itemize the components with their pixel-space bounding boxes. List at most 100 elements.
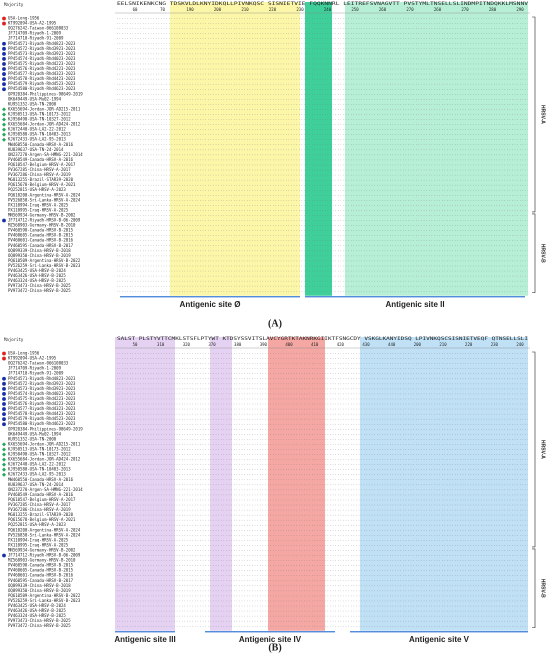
sequence-name: PX110994-Iraq-HRSV-A-2025 [8, 537, 69, 542]
ruler-number: 390 [260, 342, 268, 347]
sequence-name: PQ610200-Argentina-HRSV-A-2024 [8, 527, 81, 532]
sequence-name: PP454571-Riyadh-Rhd4823-2023 [8, 376, 76, 381]
row-marker [2, 462, 6, 467]
sequence-name: PV460598-Canada-HRSV-B-2015 [8, 563, 74, 568]
ruler-number: 410 [311, 342, 319, 347]
sequence-name: PP454576-Riyadh-Rhd4223-2023 [8, 401, 76, 406]
sequence-name: PV973473-China-HRSV-B-2025 [8, 618, 71, 623]
ruler-number: 220 [269, 7, 277, 12]
row-marker [2, 62, 6, 66]
row-marker [2, 132, 6, 137]
sequence-name: PV367286-China-HRSV-A-2019 [8, 172, 71, 177]
row-marker [2, 218, 6, 223]
sequence-name: PV460598-Canada-HRSV-B-2015 [8, 228, 74, 233]
sequence-name: KJ672440-USA-LA2-22-2012 [8, 462, 66, 467]
sequence-name: PV463426-USA-HRSV-B-2025 [8, 608, 66, 613]
sequence-name: PV973472-China-HRSV-B-2025 [8, 288, 71, 293]
group-bracket [532, 16, 536, 213]
sequence-name: PV463425-USA-HRSV-B-2024 [8, 268, 66, 273]
sequence-name: JF714709-Riyadh-1-2009 [8, 366, 62, 371]
row-marker [2, 82, 6, 87]
sequence-name: MN569934-Germany-HRSV-B-2002 [8, 212, 76, 217]
sequence-name: PP454578-Riyadh-Rhd4423-2023 [8, 411, 76, 416]
ruler-number: 420 [337, 342, 345, 347]
majority-sequence: EELSNIKENKCNG TDSKVLDLKNYIDKQLLPIVNKQSC … [117, 1, 529, 6]
sequence-name: KJ950580-USA-TN-10403-2013 [8, 132, 71, 137]
row-marker [2, 51, 6, 56]
ruler-number: 70 [160, 7, 165, 12]
ruler-number: 190 [186, 7, 194, 12]
sequence-name: JF714712-Riyadh-HRSV-B-06-2009 [8, 218, 81, 223]
row-marker [2, 46, 6, 51]
ruler-number: 320 [183, 342, 191, 347]
sequence-name: MN569934-Germany-HRSV-B-2002 [8, 547, 76, 552]
site-label: Antigenic site III [114, 635, 175, 644]
sequence-name: PQ610547-Belgium-HRSV-A-2017 [8, 162, 76, 167]
row-marker [2, 402, 6, 406]
sequence-name: ON237278-Argen-SA-HMNG-221-2014 [8, 487, 83, 492]
ruler-number: 290 [516, 7, 524, 12]
group-label: HRSV-A [540, 105, 546, 124]
row-marker [2, 16, 6, 21]
sequence-name: KU951352-USA-TN-2008 [8, 101, 57, 106]
sequence-name: KJ950513-USA-TN-10173-2012 [8, 446, 71, 451]
row-marker [2, 41, 6, 46]
sequence-name: KJ950580-USA-TN-10403-2013 [8, 467, 71, 472]
sequence-name: OQ899350-China-HRSV-B-2019 [8, 253, 71, 258]
row-marker [2, 77, 6, 82]
row-marker [2, 412, 6, 417]
sequence-name: PP454577-Riyadh-Rhd4323-2023 [8, 71, 76, 76]
row-marker [2, 356, 6, 361]
sequence-name: KJ950513-USA-TN-10173-2012 [8, 111, 71, 116]
sequence-name: PV526259-Sri-Lanka-HRSV-B-2023 [8, 598, 81, 603]
group-bracket [532, 213, 536, 294]
column-band [170, 2, 300, 296]
sequence-name: PP454575-Riyadh-Rhd4223-2023 [8, 396, 76, 401]
sequence-name: KJ950490-USA-TN-10327-2012 [8, 117, 71, 122]
sequence-name: PV367285-China-HRSV-A-2017 [8, 167, 71, 172]
panel-label: (B) [268, 642, 281, 653]
sequence-name: KU839637-USA-TN-24-2014 [8, 482, 64, 487]
ruler-number: 210 [241, 7, 249, 12]
sequence-name: KT992094-USA-A2-1995 [8, 356, 57, 361]
sequence-name: KJ950490-USA-TN-10327-2012 [8, 452, 71, 457]
sequence-name: PV526850-Sri-Lanka-HRSV-A-2024 [8, 197, 81, 202]
ruler-number: 380 [234, 342, 242, 347]
ruler-number: 260 [434, 7, 442, 12]
ruler-number: 220 [465, 342, 473, 347]
ruler-number: 370 [208, 342, 216, 347]
sequence-name: PV463425-USA-HRSV-B-2024 [8, 603, 66, 608]
ruler-number: 260 [379, 7, 387, 12]
sequence-name: OQ276242-Taiwan-066108033 [8, 361, 69, 366]
ruler-number: 60 [133, 7, 138, 12]
sequence-name: MG813255-Brazil-STAR39-2020 [8, 512, 74, 517]
sequence-name: PX110994-Iraq-HRSV-A-2025 [8, 202, 69, 207]
sequence-name: PP454573-Riyadh-Rhd3923-2023 [8, 51, 76, 56]
row-marker [2, 392, 6, 396]
sequence-name: PQ610200-Argentina-HRSV-A-2024 [8, 192, 81, 197]
ruler-number: 210 [439, 342, 447, 347]
row-marker [2, 72, 6, 76]
row-marker [2, 21, 6, 26]
sequence-name: PP454571-Riyadh-Rhd4823-2023 [8, 41, 76, 46]
row-marker [2, 472, 6, 477]
sequence-name: PV460595-Canada-HRSV-B-2017 [8, 578, 74, 583]
sequence-name: PQ615678-Belgium-HRSV-A-2021 [8, 182, 76, 187]
header-label: Majority [4, 2, 24, 7]
header-label: Majority [4, 337, 24, 342]
sequence-name: PV463324-USA-HRSV-B-2025 [8, 613, 66, 618]
sequence-name: OQ899339-China-HRSV-B-2018 [8, 583, 71, 588]
row-marker [2, 87, 6, 92]
sequence-name: OQ899350-China-HRSV-B-2019 [8, 588, 71, 593]
sequence-name: KX655684-Jordan-JOR-AD424-2012 [8, 457, 81, 462]
row-marker [2, 457, 6, 462]
ruler-number: 240 [324, 7, 332, 12]
row-marker [2, 107, 6, 112]
sequence-name: USA-Long-1956 [8, 16, 40, 21]
row-marker [2, 407, 6, 411]
ruler-number: 280 [489, 7, 497, 12]
sequence-name: PX110995-Iraq-HRSV-A-2025 [8, 542, 69, 547]
site-label: Antigenic site V [409, 635, 470, 644]
sequence-name: PV367286-China-HRSV-A-2019 [8, 507, 71, 512]
